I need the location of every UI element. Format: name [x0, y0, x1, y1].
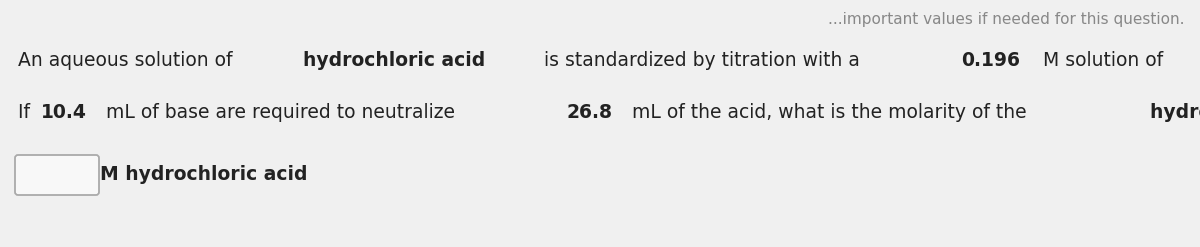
Text: 0.196: 0.196 [961, 50, 1020, 69]
Text: hydrochloric acid: hydrochloric acid [302, 50, 485, 69]
Text: M solution of: M solution of [1037, 50, 1169, 69]
Text: ...important values if needed for this question.: ...important values if needed for this q… [828, 12, 1186, 27]
Text: M hydrochloric acid: M hydrochloric acid [100, 165, 307, 185]
Text: mL of the acid, what is the molarity of the: mL of the acid, what is the molarity of … [625, 103, 1032, 122]
Text: mL of base are required to neutralize: mL of base are required to neutralize [101, 103, 462, 122]
Text: An aqueous solution of: An aqueous solution of [18, 50, 239, 69]
Text: hydrochloric acid: hydrochloric acid [1151, 103, 1200, 122]
Text: If: If [18, 103, 36, 122]
FancyBboxPatch shape [14, 155, 98, 195]
Text: 26.8: 26.8 [566, 103, 612, 122]
Text: 10.4: 10.4 [41, 103, 88, 122]
Text: is standardized by titration with a: is standardized by titration with a [538, 50, 865, 69]
